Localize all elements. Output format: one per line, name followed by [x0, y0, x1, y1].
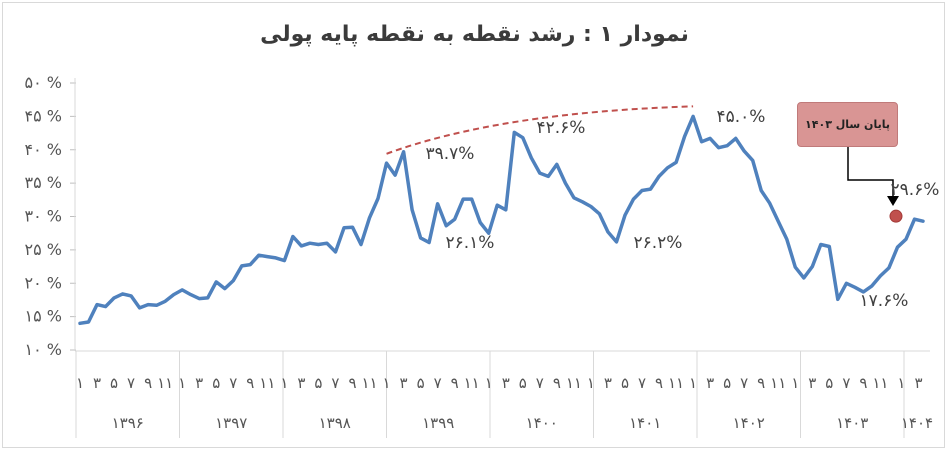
trend-line — [386, 105, 694, 155]
x-tick-label: ۹ — [859, 374, 867, 392]
x-tick-label: ۹ — [246, 374, 254, 392]
x-tick-label: ۱ — [485, 374, 493, 392]
x-tick-label: ۳ — [706, 374, 714, 392]
x-tick-label: ۷ — [331, 374, 339, 392]
x-tick-label: ۷ — [434, 374, 442, 392]
y-tick-label: ۲۰ % — [25, 273, 62, 292]
x-tick-label: ۱ — [689, 374, 697, 392]
x-tick-label: ۱ — [280, 374, 288, 392]
x-tick-label: ۷ — [740, 374, 748, 392]
data-label: ۲۶.۱% — [446, 233, 495, 253]
x-tick-label: ۵ — [212, 374, 220, 392]
x-tick-label: ۱ — [76, 374, 84, 392]
x-tick-label: ۷ — [229, 374, 237, 392]
year-label: ۱۳۹۶ — [112, 414, 144, 432]
x-tick-label: ۱۱ — [361, 374, 377, 392]
x-tick-label: ۹ — [451, 374, 459, 392]
y-tick-label: ۴۵ % — [25, 106, 62, 125]
x-tick-label: ۳ — [297, 374, 305, 392]
callout-connector — [847, 147, 894, 200]
x-tick-label: ۱ — [897, 374, 905, 392]
data-label: ۱۷.۶% — [860, 291, 909, 311]
year-label: ۱۴۰۴ — [901, 414, 933, 432]
x-tick-label: ۵ — [723, 374, 731, 392]
x-tick-label: ۵ — [621, 374, 629, 392]
x-tick-label: ۷ — [127, 374, 135, 392]
x-tick-label: ۷ — [842, 374, 850, 392]
y-tick-label: ۲۵ % — [25, 240, 62, 259]
x-tick-label: ۱۱ — [566, 374, 582, 392]
y-tick-label: ۱۰ % — [25, 340, 62, 359]
x-tick-label: ۷ — [638, 374, 646, 392]
data-label: ۴۵.۰% — [717, 107, 766, 127]
year-label: ۱۴۰۳ — [836, 414, 868, 432]
data-label: ۴۲.۶% — [537, 118, 586, 138]
year-label: ۱۴۰۰ — [526, 414, 558, 432]
x-tick-label: ۵ — [110, 374, 118, 392]
x-tick-label: ۳ — [604, 374, 612, 392]
x-tick-label: ۹ — [144, 374, 152, 392]
year-label: ۱۳۹۷ — [215, 414, 247, 432]
series-line — [78, 114, 925, 326]
x-tick-label: ۷ — [536, 374, 544, 392]
x-tick-label: ۳ — [400, 374, 408, 392]
y-tick-label: ۵۰ % — [25, 73, 62, 92]
x-tick-label: ۱۱ — [770, 374, 786, 392]
data-label: ۳۹.۷% — [426, 144, 475, 164]
x-tick-label: ۵ — [314, 374, 322, 392]
y-tick-label: ۴۰ % — [25, 140, 62, 159]
x-tick-label: ۵ — [417, 374, 425, 392]
year-label: ۱۳۹۹ — [422, 414, 454, 432]
x-tick-label: ۵ — [825, 374, 833, 392]
x-tick-label: ۳ — [502, 374, 510, 392]
x-tick-label: ۱۱ — [464, 374, 480, 392]
year-label: ۱۳۹۸ — [319, 414, 351, 432]
year-label: ۱۴۰۲ — [733, 414, 765, 432]
x-tick-label: ۱ — [383, 374, 391, 392]
chart-title: نمودار ۱ : رشد نقطه به نقطه پایه پولی — [260, 22, 689, 47]
marker-point — [889, 209, 903, 223]
x-tick-label: ۳ — [808, 374, 816, 392]
x-tick-label: ۹ — [348, 374, 356, 392]
y-tick-label: ۳۰ % — [25, 207, 62, 226]
x-tick-label: ۱۱ — [872, 374, 888, 392]
x-tick-label: ۱۱ — [259, 374, 275, 392]
x-tick-label: ۱ — [587, 374, 595, 392]
x-tick-label: ۱۱ — [157, 374, 173, 392]
x-tick-label: ۳ — [93, 374, 101, 392]
y-tick-label: ۱۵ % — [25, 307, 62, 326]
x-tick-label: ۳ — [195, 374, 203, 392]
x-tick-label: ۹ — [553, 374, 561, 392]
data-label: ۲۹.۶% — [891, 180, 940, 200]
x-tick-label: ۱۱ — [668, 374, 684, 392]
data-label: ۲۶.۲% — [634, 233, 683, 253]
x-tick-label: ۱ — [791, 374, 799, 392]
x-tick-label: ۹ — [757, 374, 765, 392]
y-tick-label: ۳۵ % — [25, 173, 62, 192]
x-tick-label: ۹ — [655, 374, 663, 392]
callout-box: پایان سال ۱۴۰۳ — [797, 102, 898, 147]
x-tick-label: ۱ — [178, 374, 186, 392]
x-tick-label: ۵ — [519, 374, 527, 392]
x-tick-label: ۳ — [914, 374, 922, 392]
callout-arrow — [887, 196, 899, 206]
year-label: ۱۴۰۱ — [629, 414, 661, 432]
